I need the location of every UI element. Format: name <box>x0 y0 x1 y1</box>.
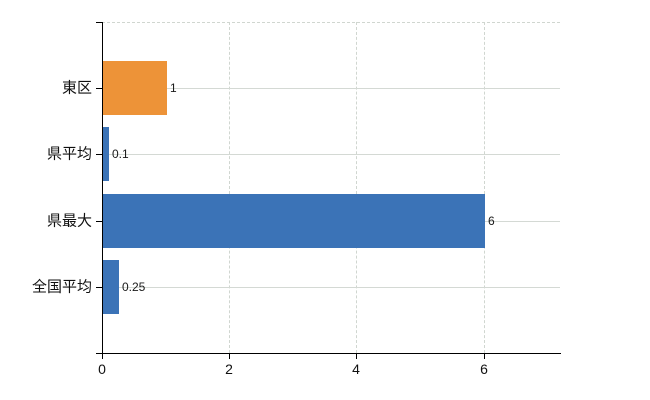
bar-value-label: 0.1 <box>112 147 129 161</box>
x-axis-tick-label: 4 <box>352 361 360 377</box>
x-axis-tick-label: 2 <box>225 361 233 377</box>
x-axis-tick <box>229 353 230 359</box>
x-axis-tick-label: 6 <box>480 361 488 377</box>
horizontal-gridline <box>102 88 560 89</box>
y-axis-end-tick <box>96 22 102 23</box>
vertical-gridline <box>356 22 358 353</box>
y-axis-tick <box>96 154 102 155</box>
x-axis-tick <box>484 353 485 359</box>
x-axis-tick-label: 0 <box>98 361 106 377</box>
vertical-gridline <box>229 22 231 353</box>
horizontal-gridline <box>102 154 560 155</box>
x-axis-tick <box>356 353 357 359</box>
category-label: 全国平均 <box>31 278 92 296</box>
category-label: 県平均 <box>46 145 92 163</box>
y-axis-line <box>102 22 103 353</box>
category-label: 県最大 <box>46 212 92 230</box>
chart-bar[interactable] <box>103 127 109 181</box>
plot-top-border <box>102 22 560 23</box>
bar-value-label: 0.25 <box>122 280 146 294</box>
x-axis-line <box>96 353 561 354</box>
x-axis-tick <box>102 353 103 359</box>
chart-bar[interactable] <box>103 260 119 314</box>
y-axis-tick <box>96 221 102 222</box>
chart-bar[interactable] <box>103 194 485 248</box>
chart-bar[interactable] <box>103 61 167 115</box>
horizontal-gridline <box>102 287 560 288</box>
y-axis-tick <box>96 287 102 288</box>
bar-value-label: 1 <box>170 81 177 95</box>
vertical-gridline <box>483 22 485 353</box>
y-axis-tick <box>96 88 102 89</box>
bar-value-label: 6 <box>488 214 495 228</box>
category-label: 東区 <box>61 79 92 97</box>
